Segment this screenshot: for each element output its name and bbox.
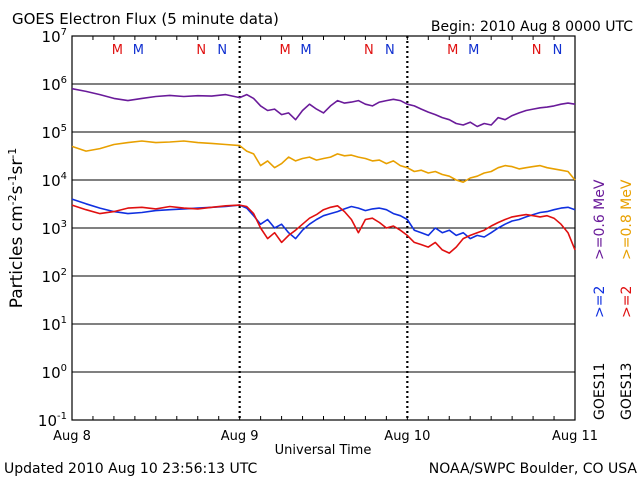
credit-text: NOAA/SWPC Boulder, CO USA [429,461,638,477]
y-tick-label: 102 [42,267,67,286]
y-tick-labels: 107 106 105 104 103 102 101 100 10-1 [38,27,67,430]
y-tick-label: 100 [42,363,67,382]
marker-n: N [364,43,374,58]
svg-text:Particles cm-2s-1sr-1: Particles cm-2s-1sr-1 [6,148,27,309]
y-tick-label: 10-1 [38,411,67,430]
legend-goes11-2mev: >=2 [592,286,608,318]
marker-m: M [447,43,458,58]
y-tick-label: 101 [42,315,67,334]
x-tick-label: Aug 9 [221,429,259,444]
marker-m: M [300,43,311,58]
x-tick-label: Aug 11 [552,429,598,444]
y-tick-label: 105 [42,123,67,142]
marker-n: N [196,43,206,58]
y-tick-label: 103 [42,219,67,238]
marker-n: N [553,43,563,58]
series-red [71,204,576,254]
marker-m: M [468,43,479,58]
x-axis-label: Universal Time [275,443,372,458]
marker-n: N [532,43,542,58]
legend-goes13-08mev: >=0.8 MeV [619,179,635,260]
series-orange [71,140,576,183]
y-axis-label: Particles cm-2s-1sr-1 [6,148,27,309]
marker-m: M [279,43,290,58]
legend-goes11-06mev: >=0.6 MeV [592,179,608,260]
updated-timestamp: Updated 2010 Aug 10 23:56:13 UTC [4,461,257,477]
legend-goes13-2mev: >=2 [619,286,635,318]
legend-goes11: GOES11 >=2 >=0.6 MeV [592,179,608,420]
x-tick-label: Aug 8 [53,429,91,444]
marker-n: N [217,43,227,58]
legend-goes11-label: GOES11 [592,363,608,420]
x-tick-label: Aug 10 [384,429,430,444]
series-purple [71,87,576,128]
begin-date: Begin: 2010 Aug 8 0000 UTC [431,19,633,35]
y-tick-label: 104 [42,171,67,190]
marker-m: M [112,43,123,58]
legend-goes13-label: GOES13 [619,363,635,420]
y-tick-label: 107 [42,27,67,46]
x-tick-labels: Aug 8 Aug 9 Aug 10 Aug 11 [53,429,598,444]
chart-title: GOES Electron Flux (5 minute data) [12,10,279,28]
y-tick-label: 106 [42,75,67,94]
marker-m: M [133,43,144,58]
series-lines [71,87,576,254]
legend-goes13: GOES13 >=2 >=0.8 MeV [619,179,635,420]
series-blue [71,198,576,240]
marker-n: N [385,43,395,58]
